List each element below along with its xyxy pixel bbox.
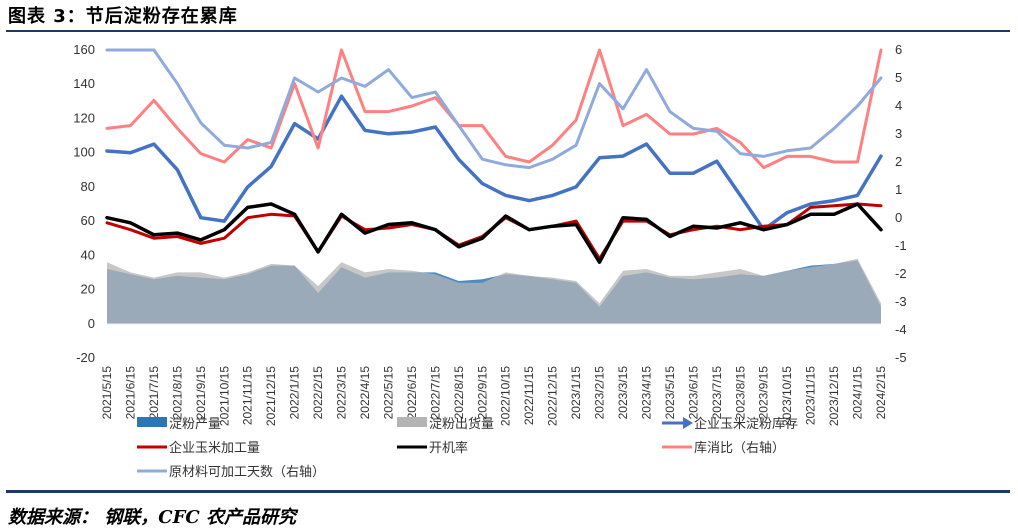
bottom-rule [6,490,1010,493]
x-tick-label: 2023/6/15 [686,366,700,420]
x-tick-label: 2023/11/15 [804,366,818,425]
top-rule [6,30,1010,32]
y-right-tick-label: 3 [895,126,902,141]
x-tick-label: 2021/11/15 [241,366,255,425]
legend-label-4: 开机率 [429,440,468,456]
area-layer [107,258,881,324]
x-tick-label: 2023/3/15 [616,366,630,420]
x-tick-label: 2021/5/15 [100,366,114,420]
y-left-tick-label: 60 [81,213,95,228]
x-tick-label: 2022/9/15 [475,366,489,420]
x-tick-label: 2022/1/15 [288,366,302,420]
series-line-5 [105,48,883,170]
series-line-6 [105,48,883,170]
y-left-tick-label: 160 [73,42,95,57]
y-right-tick-label: 0 [895,210,902,225]
x-tick-label: 2023/5/15 [663,366,677,420]
y-right-tick-label: -1 [895,238,907,253]
x-tick-label: 2022/12/15 [546,366,560,426]
legend-label-5: 库消比（右轴） [694,440,785,456]
line-layer [105,48,883,264]
y-left-tick-label: 140 [73,76,95,91]
y-left-tick-label: 40 [81,247,95,262]
x-tick-label: 2022/4/15 [358,366,372,420]
legend-label-0: 淀粉产量 [169,417,221,432]
y-right-tick-label: 1 [895,182,902,197]
x-tick-label: 2021/12/15 [264,366,278,426]
x-tick-label: 2021/9/15 [194,366,208,420]
legend-label-1: 淀粉出货量 [429,416,494,432]
y-right-tick-label: -5 [895,350,907,365]
axes-layer: -20 0 20 40 60 80 100 120 140 160 -5 -4 -3 -2 -1 0 1 2 3 4 5… [73,42,906,426]
series-area-1 [107,258,881,324]
y-left-tick-label: 20 [81,282,95,297]
y-left-tick-label: 0 [88,316,95,331]
legend-label-2: 企业玉米淀粉库存 [694,416,798,432]
x-tick-label: 2022/2/15 [311,366,325,420]
x-tick-label: 2022/11/15 [522,366,536,425]
y-left-tick-label: 120 [73,110,95,125]
y-left-tick-label: 100 [73,145,95,160]
y-right-tick-label: 2 [895,154,902,169]
x-tick-label: 2022/5/15 [381,366,395,420]
x-tick-label: 2022/10/15 [499,366,513,426]
legend-arrow-2 [683,417,693,429]
x-tick-label: 2024/1/15 [851,366,865,420]
x-tick-label: 2021/6/15 [123,366,137,420]
x-tick-label: 2021/8/15 [170,366,184,420]
x-tick-label: 2024/2/15 [874,366,888,420]
y-left-tick-label: -20 [76,350,95,365]
x-tick-label: 2023/8/15 [733,366,747,420]
x-tick-label: 2022/6/15 [405,366,419,420]
source-note: 数据来源： 钢联，CFC 农产品研究 [8,507,296,528]
series-line-4 [105,202,883,264]
y-left-tick-label: 80 [81,179,95,194]
x-tick-label: 2023/7/15 [710,366,724,420]
x-tick-label: 2023/4/15 [639,366,653,420]
y-right-tick-label: 6 [895,42,902,57]
y-right-tick-label: -3 [895,294,907,309]
x-tick-label: 2023/10/15 [780,366,794,426]
x-tick-label: 2022/8/15 [452,366,466,420]
series-line-2 [105,94,883,232]
x-tick-label: 2022/7/15 [428,366,442,420]
legend-label-6: 原材料可加工天数（右轴） [169,465,325,480]
x-tick-label: 2023/12/15 [827,366,841,426]
x-tick-label: 2021/7/15 [147,366,161,420]
y-right-tick-label: 4 [895,98,902,113]
figure-title: 图表 3：节后淀粉存在累库 [8,6,238,27]
x-tick-label: 2023/9/15 [757,366,771,420]
legend-swatch-1 [397,417,427,427]
legend-label-3: 企业玉米加工量 [169,440,260,456]
x-tick-label: 2023/1/15 [569,366,583,420]
legend-swatch-0 [137,417,167,427]
x-tick-label: 2021/10/15 [217,366,231,426]
y-right-tick-label: 5 [895,70,902,85]
x-tick-label: 2023/2/15 [593,366,607,420]
x-tick-label: 2022/3/15 [335,366,349,420]
y-right-tick-label: -4 [895,322,907,337]
y-right-tick-label: -2 [895,266,907,281]
